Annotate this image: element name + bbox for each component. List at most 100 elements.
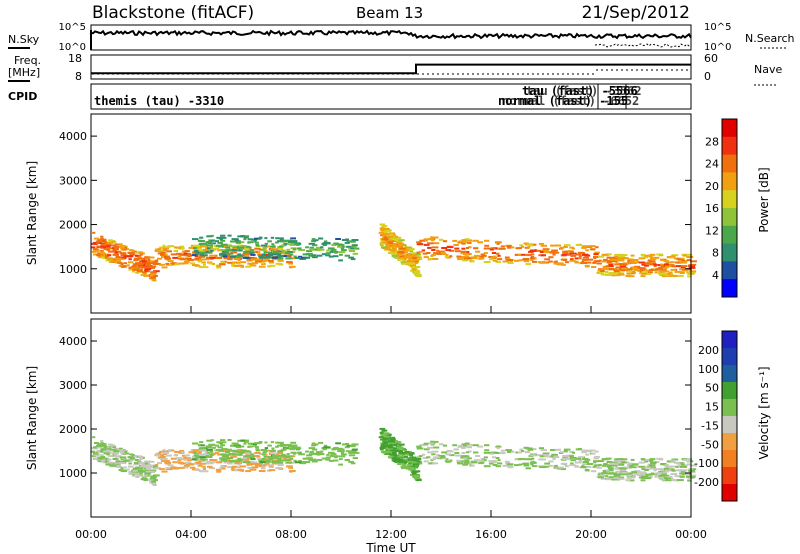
velocity-cell (197, 452, 202, 454)
power-cell (397, 242, 402, 245)
velocity-cell (454, 452, 460, 454)
power-cell (473, 254, 480, 257)
power-cell (330, 248, 337, 251)
velocity-cell (110, 448, 117, 451)
power-cell (404, 262, 410, 265)
power-cell (281, 249, 286, 252)
velocity-cell (411, 458, 417, 461)
colorbar-tick-label: -100 (694, 457, 719, 470)
power-cell (606, 253, 612, 256)
velocity-cell (442, 444, 448, 447)
velocity-cell (670, 465, 675, 468)
velocity-cell (144, 460, 151, 463)
velocity-cell (296, 451, 301, 454)
velocity-cell (224, 459, 231, 462)
velocity-cell (238, 451, 244, 453)
velocity-cell (644, 466, 650, 469)
power-cell (594, 251, 600, 254)
power-cell (433, 252, 440, 255)
velocity-cell (197, 460, 202, 463)
power-cell (418, 250, 423, 253)
power-cell (668, 271, 673, 274)
power-cell (387, 235, 394, 238)
velocity-cell (184, 454, 190, 457)
velocity-cell (679, 475, 685, 478)
velocity-cell (216, 470, 222, 473)
velocity-cell (258, 441, 263, 444)
velocity-cell (323, 446, 331, 449)
power-cell (605, 265, 610, 268)
velocity-cell (614, 474, 620, 477)
power-cell (179, 253, 187, 256)
velocity-cell (278, 454, 283, 457)
velocity-cell (119, 447, 123, 450)
velocity-cell (601, 458, 608, 461)
power-cell (504, 256, 510, 259)
velocity-cell (264, 462, 270, 465)
velocity-cell (161, 470, 168, 473)
nave-label: Nave (754, 63, 782, 76)
power-cell (132, 263, 138, 266)
velocity-cell (337, 448, 345, 451)
power-cell (145, 266, 150, 269)
velocity-cell (598, 460, 605, 462)
power-cell (178, 262, 185, 265)
colorbar-tick-label: 28 (705, 135, 719, 148)
power-cell (255, 260, 262, 263)
power-cell (148, 266, 155, 269)
velocity-cell (418, 455, 423, 458)
velocity-cell (115, 460, 120, 463)
power-cell (593, 253, 599, 256)
velocity-cell (250, 453, 254, 456)
velocity-cell (153, 465, 158, 468)
velocity-cell (311, 460, 318, 463)
power-cell (321, 253, 326, 256)
velocity-cell (246, 450, 250, 453)
velocity-cell (222, 459, 228, 462)
velocity-cell (615, 466, 619, 469)
velocity-cell (198, 470, 204, 473)
power-cell (689, 266, 696, 269)
power-cell (584, 264, 590, 267)
power-cell (506, 259, 514, 261)
velocity-cell (633, 473, 639, 476)
power-cell (538, 242, 544, 245)
power-cell (206, 244, 213, 247)
velocity-cell (409, 456, 414, 459)
velocity-cell (275, 441, 279, 444)
power-cell (96, 245, 101, 248)
velocity-cell (331, 455, 339, 458)
power-cell (262, 249, 266, 252)
velocity-cell (408, 462, 412, 465)
power-cell (143, 273, 147, 276)
velocity-cell (173, 450, 178, 453)
power-cell (225, 246, 231, 249)
velocity-cell (281, 453, 286, 456)
velocity-cell (286, 453, 290, 456)
velocity-cell (562, 455, 569, 457)
power-cell (105, 259, 111, 262)
power-cell (570, 254, 577, 257)
power-cell (294, 257, 302, 259)
velocity-cell (305, 461, 311, 464)
velocity-cell (292, 452, 297, 455)
velocity-cell (309, 451, 314, 453)
velocity-cell (164, 461, 172, 464)
power-cell (575, 244, 582, 246)
velocity-cell (297, 460, 303, 463)
velocity-cell (104, 457, 109, 460)
velocity-cell (235, 462, 240, 464)
velocity-cell (172, 461, 178, 464)
power-cell (560, 258, 568, 261)
velocity-cell (457, 462, 464, 465)
power-cell (541, 249, 549, 252)
power-cell (580, 261, 587, 264)
velocity-cell (157, 462, 163, 464)
power-cell (138, 268, 143, 271)
power-cell (117, 261, 123, 264)
power-cell (215, 247, 220, 250)
power-cell (259, 259, 266, 262)
velocity-cell (210, 450, 214, 453)
velocity-cell (263, 464, 267, 467)
power-cell (387, 239, 393, 242)
